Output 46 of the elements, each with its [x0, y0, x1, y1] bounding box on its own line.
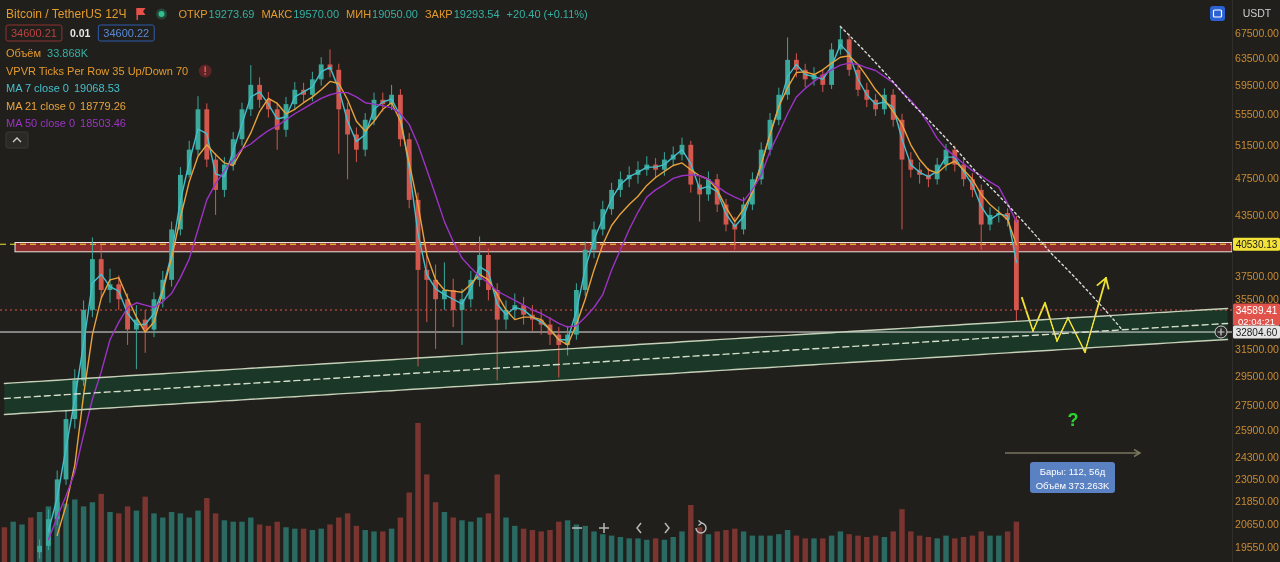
- text: Bitcoin / TetherUS 12Ч: [6, 7, 127, 21]
- annotation: VPVR Ticks Per Row 35 Up/Down 70: [6, 65, 189, 77]
- annotation: ЗАКР: [424, 8, 453, 20]
- text: MA 21 close 0: [6, 99, 76, 112]
- annotation: 19050.00: [372, 8, 418, 20]
- y-tick-label: 43500.00: [1235, 208, 1280, 221]
- y-tick-label: 27500.00: [1235, 399, 1280, 412]
- y-tick-label: 51500.00: [1235, 138, 1280, 151]
- y-tick-label: 35500.00: [1235, 293, 1280, 306]
- y-tick-label: 67500.00: [1235, 26, 1280, 39]
- y-tick-label: 63500.00: [1235, 51, 1280, 64]
- annotation: ОТКР: [178, 8, 208, 20]
- annotation: 19068.53: [73, 82, 120, 94]
- annotation: Объём 373.263K: [1035, 479, 1110, 491]
- annotation: МИН: [346, 8, 372, 20]
- annotation: 19570.00: [293, 8, 340, 20]
- text: MA 50 close 0: [6, 117, 76, 129]
- y-tick-label: 59500.00: [1235, 78, 1280, 91]
- chart-title: Объём: [6, 47, 42, 59]
- annotation: 0.01: [69, 27, 91, 39]
- y-tick-label: 55500.00: [1235, 107, 1280, 120]
- annotation: МАКС: [261, 8, 293, 20]
- y-tick-label: 31500.00: [1235, 342, 1280, 355]
- annotation: Бары: 112, 56д: [1039, 465, 1106, 477]
- annotation: 34600.22: [103, 27, 150, 39]
- y-tick-label: 47500.00: [1235, 172, 1280, 185]
- annotation: 33.868K: [47, 47, 89, 59]
- y-tick-label: 25900.00: [1235, 424, 1280, 437]
- y-tick-label: 19550.00: [1235, 540, 1280, 553]
- annotation: 18503.46: [80, 117, 126, 129]
- annotation: 19293.54: [453, 8, 500, 20]
- y-tick-label: 29500.00: [1235, 370, 1280, 383]
- annotation: +20.40 (+0.11%): [506, 8, 588, 20]
- y-tick-label: 37500.00: [1235, 270, 1280, 283]
- annotation: 34600.21: [11, 27, 57, 39]
- annotation: ?: [1067, 410, 1079, 430]
- y-tick-label: 24300.00: [1235, 450, 1280, 463]
- text: 02:04:21: [1238, 315, 1275, 327]
- text: MA 7 close 0: [6, 82, 69, 94]
- y-tick-label: 20650.00: [1235, 518, 1280, 531]
- annotation: 19273.69: [208, 8, 255, 20]
- y-tick-label: 23050.00: [1235, 472, 1280, 485]
- y-axis-title: USDT: [1242, 7, 1272, 19]
- y-tick-label: 21850.00: [1235, 494, 1280, 507]
- annotation: 18779.26: [80, 99, 126, 112]
- ref-line-label: 34589.41: [1235, 304, 1278, 316]
